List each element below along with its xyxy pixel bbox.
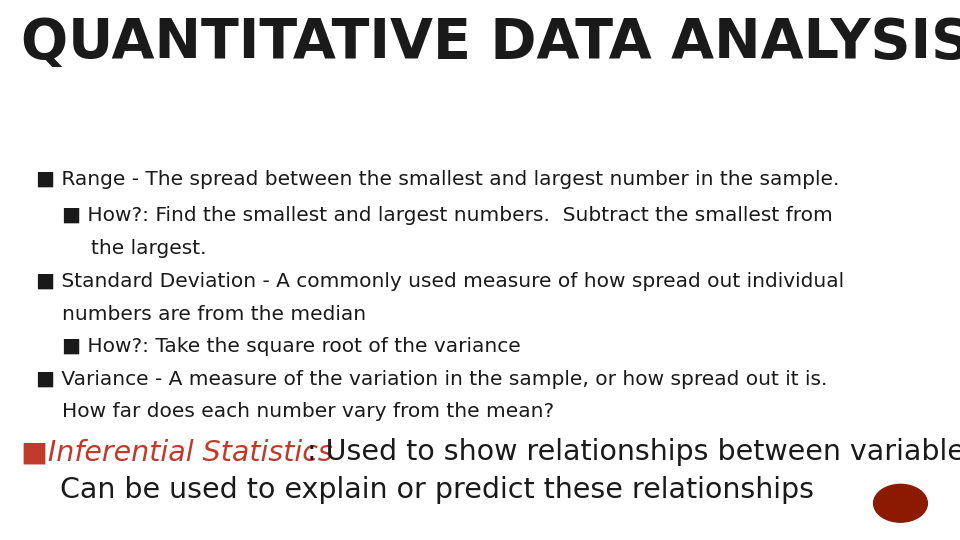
Text: Can be used to explain or predict these relationships: Can be used to explain or predict these … [42, 476, 814, 504]
Text: ■ Range - The spread between the smallest and largest number in the sample.: ■ Range - The spread between the smalles… [36, 170, 840, 189]
Text: : Used to show relationships between variables.: : Used to show relationships between var… [307, 438, 960, 467]
Text: QUANTITATIVE DATA ANALYSIS: QUANTITATIVE DATA ANALYSIS [21, 16, 960, 70]
Text: ■ Standard Deviation - A commonly used measure of how spread out individual: ■ Standard Deviation - A commonly used m… [36, 272, 845, 291]
Ellipse shape [874, 484, 927, 522]
Text: ■ How?: Find the smallest and largest numbers.  Subtract the smallest from: ■ How?: Find the smallest and largest nu… [62, 206, 833, 225]
Text: ■ How?: Take the square root of the variance: ■ How?: Take the square root of the vari… [62, 338, 521, 356]
Text: How far does each number vary from the mean?: How far does each number vary from the m… [62, 402, 555, 421]
Text: the largest.: the largest. [91, 239, 206, 258]
Text: ■Inferential Statistics: ■Inferential Statistics [21, 438, 333, 467]
Text: numbers are from the median: numbers are from the median [62, 305, 367, 323]
Text: ■ Variance - A measure of the variation in the sample, or how spread out it is.: ■ Variance - A measure of the variation … [36, 370, 828, 389]
